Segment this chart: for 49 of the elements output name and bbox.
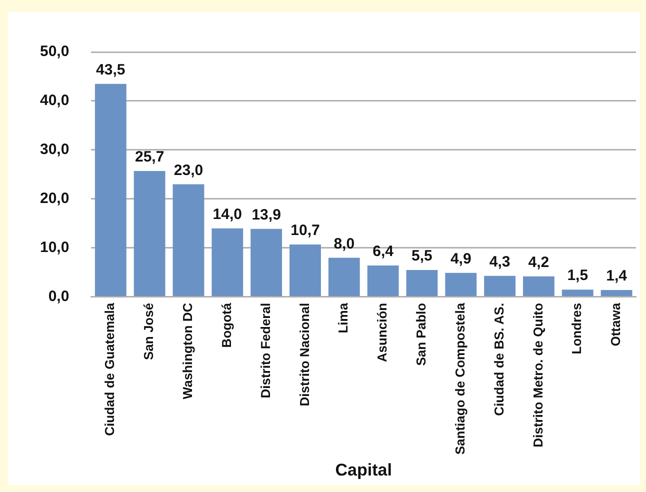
x-tick-label: Lima [336,302,351,334]
data-label: 8,0 [334,235,355,252]
data-label: 1,4 [606,268,628,285]
x-tick-label: Bogotá [218,302,234,348]
bar [484,276,516,296]
data-label: 25,7 [134,148,164,166]
data-label: 43,5 [96,61,126,78]
bar [367,266,399,296]
bar [523,276,554,296]
x-tick-label: Asunción [374,302,390,362]
x-tick-label: San Pablo [414,302,429,366]
data-label: 6,4 [372,243,394,260]
y-tick-label: 10,0 [40,239,70,256]
data-label: 4,9 [450,250,472,268]
x-tick-label: Distrito Metro. de Quito [530,302,546,448]
bar [290,244,321,296]
x-tick-label: Santiago de Compostela [452,302,468,455]
x-tick-label: Ottawa [608,302,624,346]
x-tick-label: San José [141,302,156,360]
data-label: 5,5 [412,248,432,265]
x-axis-title: Capital [335,460,392,480]
y-tick-label: 0,0 [48,288,70,306]
x-tick-label: Ciudad de Guatemala [102,302,118,436]
data-label: 1,5 [567,267,588,284]
y-tick-label: 20,0 [40,190,70,208]
bar [212,228,244,296]
bar [328,258,360,296]
x-tick-label: Distrito Federal [258,302,273,398]
x-tick-label: Distrito Nacional [296,302,312,406]
data-label: 4,2 [528,254,550,271]
y-tick-label: 30,0 [40,141,70,158]
x-tick-label: Washington DC [180,302,196,400]
bar [134,171,166,296]
data-label: 4,3 [489,253,510,270]
bar [406,270,438,296]
bar [94,84,126,296]
data-label: 10,7 [290,222,320,240]
bar [600,290,632,296]
bar [172,184,204,296]
x-tick-label: Londres [569,302,584,354]
bar [562,290,594,296]
y-tick-label: 50,0 [40,43,70,60]
bar [445,272,477,296]
data-label: 13,9 [252,206,281,224]
x-tick-label: Ciudad de BS. AS. [491,302,506,416]
data-label: 23,0 [174,162,204,179]
bar [250,228,282,296]
data-label: 14,0 [212,206,242,223]
y-tick-label: 40,0 [40,92,70,110]
